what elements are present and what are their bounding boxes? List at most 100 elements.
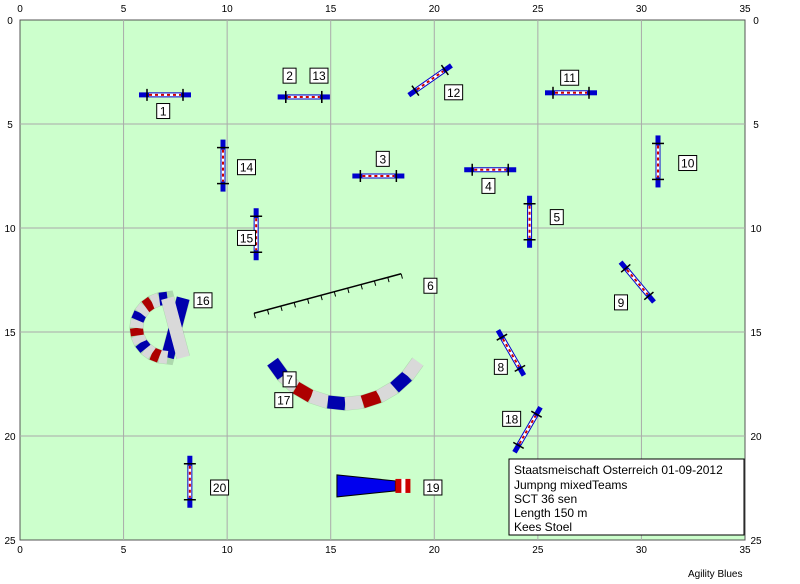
obstacle-label: 17 bbox=[274, 392, 294, 409]
jump-bar-stripes bbox=[416, 70, 444, 91]
label-number: 9 bbox=[618, 296, 625, 310]
label-number: 18 bbox=[505, 412, 519, 426]
label-box bbox=[375, 150, 390, 167]
chute-barrel bbox=[401, 478, 406, 493]
label-box bbox=[282, 371, 297, 388]
obstacle-label: 10 bbox=[678, 155, 698, 172]
weave-pole bbox=[360, 284, 363, 290]
x-tick-bottom: 0 bbox=[17, 545, 23, 556]
tunnel-segment bbox=[131, 332, 147, 346]
x-tick-top: 0 bbox=[17, 4, 23, 15]
y-tick-right: 10 bbox=[750, 224, 762, 235]
obstacle-label: 4 bbox=[481, 177, 496, 194]
tunnel-segment bbox=[129, 326, 144, 337]
tunnel-shadow bbox=[129, 290, 190, 366]
obstacle-label: 1 bbox=[156, 103, 171, 120]
y-tick-right: 15 bbox=[750, 328, 762, 339]
y-tick-right: 0 bbox=[753, 16, 759, 27]
label-number: 14 bbox=[240, 161, 254, 175]
y-tick-left: 15 bbox=[4, 328, 16, 339]
jump-obstacle bbox=[139, 88, 191, 101]
weave-pole bbox=[293, 302, 296, 308]
obstacle-label: 8 bbox=[493, 358, 508, 375]
label-box bbox=[282, 67, 297, 84]
y-tick-left: 0 bbox=[7, 16, 13, 27]
obstacle-label: 3 bbox=[375, 150, 390, 167]
tunnel-segment bbox=[292, 382, 315, 403]
weave-pole bbox=[387, 277, 390, 283]
x-tick-top: 30 bbox=[636, 4, 648, 15]
jump-post bbox=[530, 410, 543, 418]
jump-bar-stripes bbox=[502, 338, 520, 368]
x-tick-bottom: 35 bbox=[739, 545, 751, 556]
chute-barrel bbox=[405, 478, 411, 493]
label-box bbox=[481, 177, 496, 194]
x-tick-top: 35 bbox=[739, 4, 751, 15]
label-number: 10 bbox=[681, 157, 695, 171]
label-number: 19 bbox=[426, 481, 440, 495]
tunnel-segment bbox=[141, 343, 156, 359]
weave-poles bbox=[253, 273, 403, 319]
weave-pole bbox=[307, 298, 310, 304]
tunnel-segment bbox=[149, 293, 162, 309]
jump-obstacle bbox=[277, 90, 330, 103]
jump-obstacle bbox=[545, 86, 597, 99]
label-box bbox=[560, 69, 580, 86]
obstacle-label: 12 bbox=[444, 84, 464, 101]
tunnel-segment bbox=[158, 291, 169, 306]
info-judge: Kees Stoel bbox=[514, 520, 572, 534]
obstacle-label: 13 bbox=[309, 67, 329, 84]
jump-obstacle bbox=[512, 405, 543, 454]
weave-base bbox=[253, 273, 402, 315]
label-number: 6 bbox=[427, 279, 434, 293]
x-tick-top: 20 bbox=[429, 4, 441, 15]
weave-pole bbox=[280, 305, 283, 312]
jump-obstacle bbox=[523, 195, 536, 248]
label-number: 2 bbox=[286, 69, 293, 83]
jump-post bbox=[643, 291, 654, 301]
y-tick-left: 10 bbox=[4, 224, 16, 235]
label-number: 16 bbox=[196, 294, 210, 308]
obstacle-label: 14 bbox=[237, 159, 256, 176]
weave-pole bbox=[347, 288, 350, 294]
weave-pole bbox=[320, 295, 323, 301]
obstacle-label: 20 bbox=[210, 479, 230, 496]
label-number: 17 bbox=[277, 394, 291, 408]
weave-pole bbox=[373, 280, 377, 286]
tunnel-segment bbox=[161, 296, 190, 360]
label-box bbox=[493, 358, 508, 375]
x-tick-bottom: 20 bbox=[429, 545, 441, 556]
obstacle-label: 7 bbox=[282, 371, 297, 388]
tunnel-segment bbox=[135, 338, 151, 353]
label-box bbox=[274, 392, 294, 409]
jump-obstacle bbox=[352, 170, 405, 182]
label-box bbox=[237, 159, 256, 176]
tunnel-segment bbox=[131, 310, 147, 323]
tunnel-segment bbox=[390, 371, 412, 393]
label-box bbox=[549, 209, 564, 226]
obstacle-label: 6 bbox=[423, 277, 438, 294]
y-tick-left: 5 bbox=[7, 120, 13, 131]
label-box bbox=[444, 84, 464, 101]
label-box bbox=[210, 479, 230, 496]
label-number: 12 bbox=[447, 86, 461, 100]
obstacle-label: 5 bbox=[549, 209, 564, 226]
jump-post bbox=[514, 364, 526, 373]
label-box bbox=[678, 155, 698, 172]
jump-bar-stripes bbox=[626, 269, 649, 295]
jump-post bbox=[512, 441, 525, 449]
tunnel-segment bbox=[141, 296, 156, 313]
label-box bbox=[309, 67, 329, 84]
tunnel-segment bbox=[344, 395, 364, 411]
label-box bbox=[193, 292, 213, 309]
label-number: 15 bbox=[240, 231, 254, 245]
x-tick-bottom: 25 bbox=[532, 545, 544, 556]
label-box bbox=[614, 294, 628, 311]
y-tick-left: 20 bbox=[4, 432, 16, 443]
jump-obstacle bbox=[652, 135, 664, 188]
jump-bar-stripes bbox=[518, 415, 537, 445]
jump-obstacle bbox=[183, 455, 196, 508]
label-box bbox=[156, 103, 171, 120]
tunnel-segment bbox=[327, 395, 346, 411]
